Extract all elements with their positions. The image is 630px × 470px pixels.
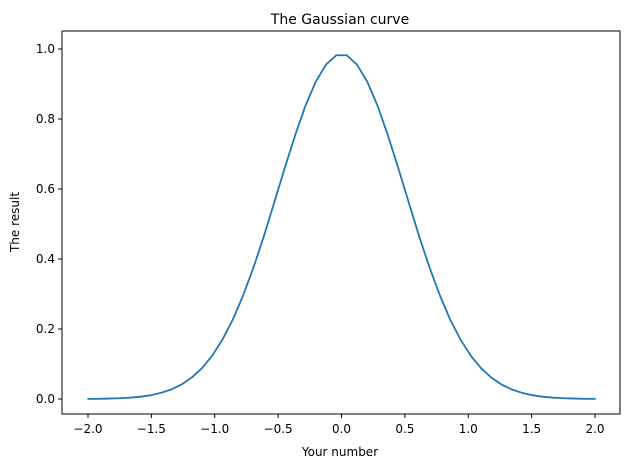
chart-title: The Gaussian curve — [270, 12, 409, 28]
x-axis-ticks: −2.0 −1.5 −1.0 −0.5 0.0 0.5 1.0 1.5 2.0 — [73, 414, 605, 436]
x-tick-label: 0.5 — [395, 422, 414, 436]
y-tick-label: 0.2 — [36, 322, 55, 336]
x-tick-label: −2.0 — [73, 422, 102, 436]
x-tick-label: −1.0 — [200, 422, 229, 436]
y-tick-label: 1.0 — [36, 42, 55, 56]
x-tick-label: 2.0 — [585, 422, 604, 436]
gaussian-series-line — [87, 54, 596, 400]
x-tick-label: −1.5 — [137, 422, 166, 436]
y-tick-label: 0.4 — [36, 252, 55, 266]
x-tick-label: −0.5 — [264, 422, 293, 436]
x-tick-label: 1.0 — [459, 422, 478, 436]
y-axis-label: The result — [8, 192, 22, 253]
y-tick-label: 0.0 — [36, 392, 55, 406]
x-axis-label: Your number — [301, 445, 378, 459]
plot-frame — [61, 30, 621, 415]
y-axis-ticks: 0.0 0.2 0.4 0.6 0.8 1.0 — [36, 42, 62, 406]
x-tick-label: 1.5 — [522, 422, 541, 436]
plot-area-border — [61, 30, 621, 415]
series-layer — [87, 54, 596, 400]
y-tick-label: 0.6 — [36, 182, 55, 196]
y-tick-label: 0.8 — [36, 112, 55, 126]
x-tick-label: 0.0 — [332, 422, 351, 436]
